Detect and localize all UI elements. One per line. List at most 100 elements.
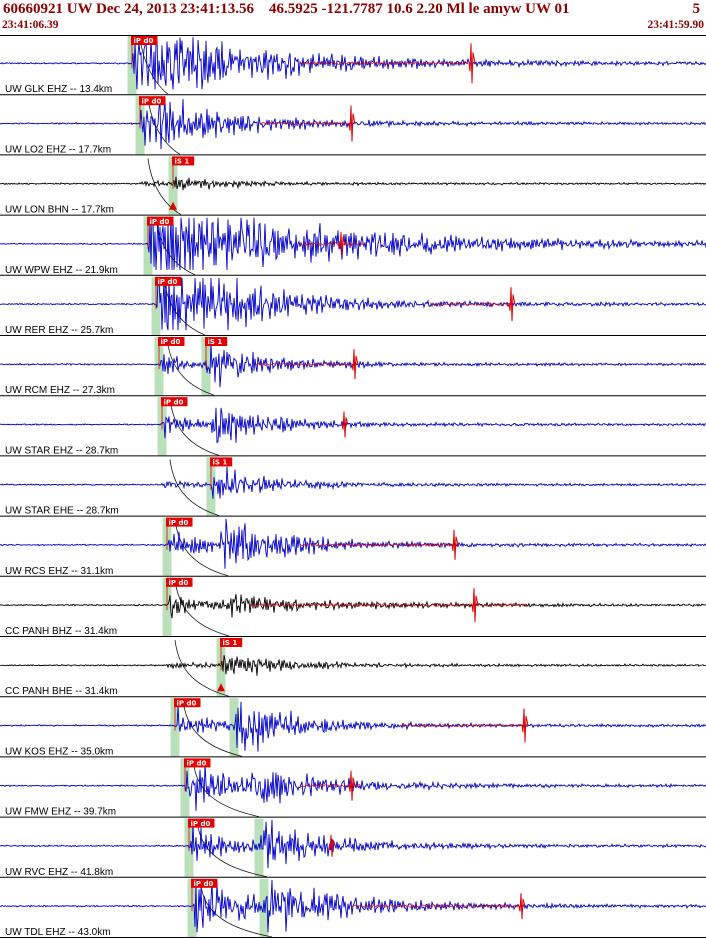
trace-label: UW TDL EHZ -- 43.0km <box>5 927 111 938</box>
waveform[interactable] <box>0 37 706 90</box>
event-summary-right: 5 <box>692 1 701 17</box>
trace-label: UW RER EHZ -- 25.7km <box>5 325 113 336</box>
trace-row: iS 1 UW STAR EHE -- 28.7km <box>0 457 706 517</box>
traveltime-curve <box>192 760 260 817</box>
pick-flag[interactable]: iP d0 <box>155 276 182 286</box>
telemetry-spike <box>338 231 346 256</box>
pick-flag[interactable]: iP d0 <box>184 758 211 768</box>
trace-row: iS 1 CC PANH BHE -- 31.4km <box>0 638 706 698</box>
window-start-time: 23:41:06.39 <box>2 19 59 31</box>
pick-flag[interactable]: iP d0 <box>188 818 215 828</box>
pick-flag[interactable]: iP d0 <box>174 698 201 707</box>
trace-label: CC PANH BHZ -- 31.4km <box>5 626 117 637</box>
coda-overlay <box>399 723 529 728</box>
svg-text:iP d0: iP d0 <box>142 97 162 105</box>
coda-overlay <box>299 542 459 548</box>
waveform[interactable] <box>0 701 706 752</box>
svg-text:iP d0: iP d0 <box>161 338 181 346</box>
pick-flag[interactable]: iP d0 <box>147 216 174 226</box>
trace-row: iP d0 iS 1 UW RCM EHZ -- 27.3km <box>0 337 706 397</box>
svg-text:iP d0: iP d0 <box>187 760 207 768</box>
waveform[interactable] <box>0 819 706 869</box>
telemetry-spike <box>341 411 349 438</box>
svg-text:iP d0: iP d0 <box>169 579 189 587</box>
trace-label: UW RCS EHZ -- 31.1km <box>5 566 113 577</box>
svg-text:iP d0: iP d0 <box>134 37 154 45</box>
trace-label: UW STAR EHZ -- 28.7km <box>5 445 118 456</box>
pick-flag[interactable]: iS 1 <box>172 156 195 166</box>
pick-flag[interactable]: iP d0 <box>166 577 193 587</box>
seismogram-canvas[interactable]: iP d0 UW GLK EHZ -- 13.4km iP d0 UW LO2 EHZ… <box>0 35 706 938</box>
trace-row: iP d0 UW STAR EHZ -- 28.7km <box>0 397 706 457</box>
waveform[interactable] <box>0 466 706 499</box>
telemetry-spike <box>328 834 336 857</box>
pick-flag[interactable]: iP d0 <box>161 397 188 406</box>
svg-text:iS 1: iS 1 <box>208 338 223 346</box>
coda-overlay <box>254 362 359 367</box>
trace-row: iP d0 CC PANH BHZ -- 31.4km <box>0 577 706 637</box>
trace-label: UW RCM EHZ -- 27.3km <box>5 385 115 396</box>
pick-flag[interactable]: iS 1 <box>210 457 233 467</box>
pick-flag[interactable]: iP d0 <box>139 96 166 105</box>
coda-overlay <box>249 602 529 608</box>
trace-row: iP d0 UW RVC EHZ -- 41.8km <box>0 818 706 878</box>
waveform[interactable] <box>0 762 706 811</box>
window-end-time: 23:41:59.90 <box>647 19 704 31</box>
traveltime-curve <box>182 700 243 757</box>
telemetry-spike <box>348 105 356 142</box>
waveform[interactable] <box>0 277 706 331</box>
waveform[interactable] <box>0 407 706 444</box>
trace-label: UW FMW EHZ -- 39.7km <box>5 807 116 818</box>
coda-overlay <box>299 61 469 66</box>
waveform[interactable] <box>0 518 706 569</box>
traveltime-curve <box>147 158 182 215</box>
pick-flag[interactable]: iS 1 <box>220 638 243 647</box>
svg-text:iP d0: iP d0 <box>177 699 197 707</box>
waveform[interactable] <box>0 217 706 271</box>
telemetry-spike <box>348 770 356 801</box>
pick-flag[interactable]: iP d0 <box>131 36 158 45</box>
telemetry-spike <box>521 708 529 743</box>
pick-marker-icon[interactable] <box>217 683 225 692</box>
traveltime-curve <box>174 519 229 577</box>
trace-label: UW STAR EHE -- 28.7km <box>5 506 119 517</box>
svg-text:iP d0: iP d0 <box>164 398 184 406</box>
pick-window-band <box>229 698 239 757</box>
trace-row: iP d0 UW GLK EHZ -- 13.4km <box>0 36 706 96</box>
trace-label: UW RVC EHZ -- 41.8km <box>5 867 113 878</box>
pick-marker-icon[interactable] <box>169 201 177 210</box>
pick-flag[interactable]: iP d0 <box>166 517 193 527</box>
coda-overlay <box>259 121 351 126</box>
telemetry-spike <box>518 893 526 920</box>
coda-overlay <box>429 301 515 307</box>
pick-flag[interactable]: iP d0 <box>158 337 185 346</box>
svg-text:iP d0: iP d0 <box>194 880 214 888</box>
trace-row: iP d0 UW TDL EHZ -- 43.0km <box>0 878 706 938</box>
waveform[interactable] <box>0 655 706 676</box>
telemetry-spike <box>468 43 476 84</box>
pick-flag[interactable]: iS 1 <box>205 337 228 346</box>
trace-label: UW WPW EHZ -- 21.9km <box>5 265 118 276</box>
trace-row: iP d0 UW WPW EHZ -- 21.9km <box>0 216 706 276</box>
trace-label: CC PANH BHE -- 31.4km <box>5 686 118 697</box>
telemetry-spike <box>471 588 479 623</box>
event-summary: 60660921 UW Dec 24, 2013 23:41:13.56 46.… <box>3 1 570 17</box>
traveltime-curve <box>174 579 230 637</box>
svg-text:iP d0: iP d0 <box>158 278 178 286</box>
telemetry-spike <box>508 287 516 322</box>
traveltime-curve <box>169 459 220 516</box>
trace-label: UW LON BHN -- 17.7km <box>5 205 114 216</box>
pick-flag[interactable]: iP d0 <box>191 878 218 888</box>
telemetry-spike <box>351 349 359 380</box>
pick-window-band <box>254 818 264 877</box>
telemetry-spike <box>451 529 459 560</box>
traveltime-curve <box>174 639 230 697</box>
trace-row: iS 1 UW LON BHN -- 17.7km <box>0 156 706 216</box>
trace-label: UW KOS EHZ -- 35.0km <box>5 746 113 757</box>
traveltime-curve <box>196 820 268 878</box>
trace-row: iP d0 UW KOS EHZ -- 35.0km <box>0 698 706 758</box>
svg-text:iP d0: iP d0 <box>169 519 189 527</box>
trace-label: UW LO2 EHZ -- 17.7km <box>5 144 111 155</box>
traveltime-curve <box>166 338 215 396</box>
waveform[interactable] <box>0 176 706 191</box>
